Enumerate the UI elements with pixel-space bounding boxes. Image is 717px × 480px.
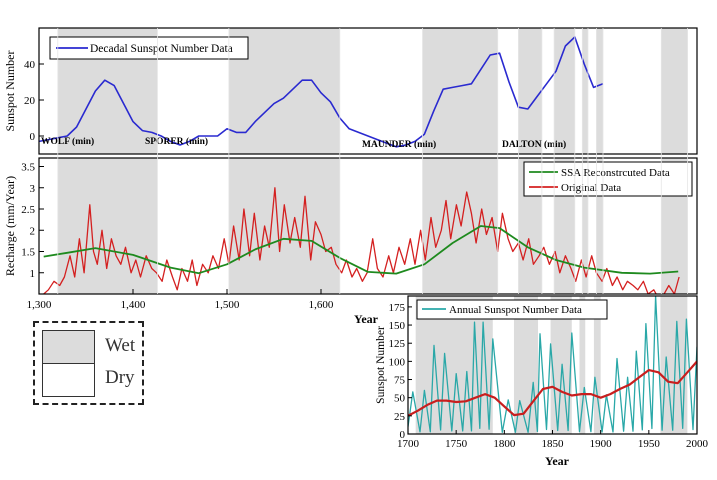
wet-period-band xyxy=(422,28,498,154)
wet-period-band xyxy=(661,28,688,154)
y-tick-label: 1 xyxy=(30,268,36,280)
panel-decadal-sunspots: 0 20 40 Sunspot Number Decadal Sunspot Num… xyxy=(3,27,698,155)
y-tick-label: 40 xyxy=(24,59,36,71)
wet-label: Wet xyxy=(105,335,136,356)
x-tick-label: 1750 xyxy=(445,438,468,450)
dry-swatch xyxy=(42,363,95,397)
y-tick-label: 2 xyxy=(30,225,36,237)
annotation-wolf: WOLF (min) xyxy=(41,136,94,147)
panel-annual-sunspots: 0 25 50 75 100 125 150 175 1700 1750 1800 1850 1900 1… xyxy=(375,295,709,468)
panel-frame xyxy=(38,157,698,295)
wet-swatch xyxy=(42,330,95,364)
x-tick-label: 1,300 xyxy=(27,299,52,311)
x-tick-label: 1,400 xyxy=(121,299,146,311)
x-tick-label: 1,500 xyxy=(215,299,240,311)
y-tick-label: 75 xyxy=(394,375,406,387)
wet-period-band xyxy=(582,28,588,154)
wet-period-band xyxy=(550,296,572,434)
x-tick-label: 1950 xyxy=(638,438,661,450)
x-axis-label: Year xyxy=(354,312,379,326)
y-tick-label: 150 xyxy=(389,320,406,332)
wet-period-band xyxy=(579,296,586,434)
legend-entry: Decadal Sunspot Number Data xyxy=(90,43,233,55)
y-axis-label: Sunspot Number xyxy=(3,50,17,131)
wet-period-band xyxy=(57,158,158,294)
panel-frame xyxy=(38,27,698,155)
y-tick-label: 50 xyxy=(394,393,406,405)
original-recharge-line xyxy=(43,187,680,294)
y-axis-label: Sunspot Number xyxy=(375,326,387,404)
ssa-reconstructed-line xyxy=(43,225,679,275)
y-tick-label: 2.5 xyxy=(21,204,35,216)
decadal-sunspot-line xyxy=(39,36,604,148)
x-tick-label: 1800 xyxy=(493,438,516,450)
wet-period-band xyxy=(593,296,601,434)
annotation-sporer: SPORER (min) xyxy=(145,136,208,147)
y-tick-label: 3.5 xyxy=(21,162,35,174)
x-tick-label: 1900 xyxy=(590,438,613,450)
y-tick-label: 125 xyxy=(389,338,406,350)
dry-label: Dry xyxy=(105,367,135,388)
wet-period-band xyxy=(596,158,603,294)
annotation-dalton: DALTON (min) xyxy=(502,139,566,150)
y-tick-label: 175 xyxy=(389,302,406,314)
wet-dry-key: Wet Dry xyxy=(33,321,144,405)
period-dividers xyxy=(57,28,688,294)
legend-entry: Original Data xyxy=(561,182,621,194)
wet-period-band xyxy=(582,158,588,294)
y-tick-label: 3 xyxy=(30,183,36,195)
annotation-maunder: MAUNDER (min) xyxy=(362,139,436,150)
y-tick-label: 1.5 xyxy=(21,247,35,259)
x-tick-label: 1850 xyxy=(542,438,565,450)
wet-period-band xyxy=(596,28,603,154)
y-tick-label: 20 xyxy=(24,95,36,107)
annual-smoothed-line xyxy=(408,360,697,417)
x-tick-label: 1700 xyxy=(397,438,420,450)
legend: Annual Sunspot Number Data xyxy=(416,299,608,320)
y-tick-label: 25 xyxy=(394,411,406,423)
y-tick-label: 0 xyxy=(30,131,36,143)
panel-recharge: 1 1.5 2 2.5 3 3.5 1,300 1,400 1,500 1,600 Recharg… xyxy=(3,157,698,326)
x-axis-label: Year xyxy=(545,454,570,468)
x-tick-label: 1,600 xyxy=(309,299,334,311)
wet-period-band xyxy=(228,158,340,294)
y-tick-label: 0 xyxy=(400,429,406,441)
wet-period-band xyxy=(518,28,542,154)
legend: SSA Reconstrcuted Data Original Data xyxy=(523,161,693,197)
legend-entry: Annual Sunspot Number Data xyxy=(449,304,582,316)
legend: Decadal Sunspot Number Data xyxy=(49,36,249,60)
y-tick-label: 100 xyxy=(389,356,406,368)
y-axis-label: Recharge (mm/Year) xyxy=(3,176,17,276)
x-tick-label: 2000 xyxy=(686,438,709,450)
legend-entry: SSA Reconstrcuted Data xyxy=(561,167,670,179)
wet-period-band xyxy=(554,28,575,154)
